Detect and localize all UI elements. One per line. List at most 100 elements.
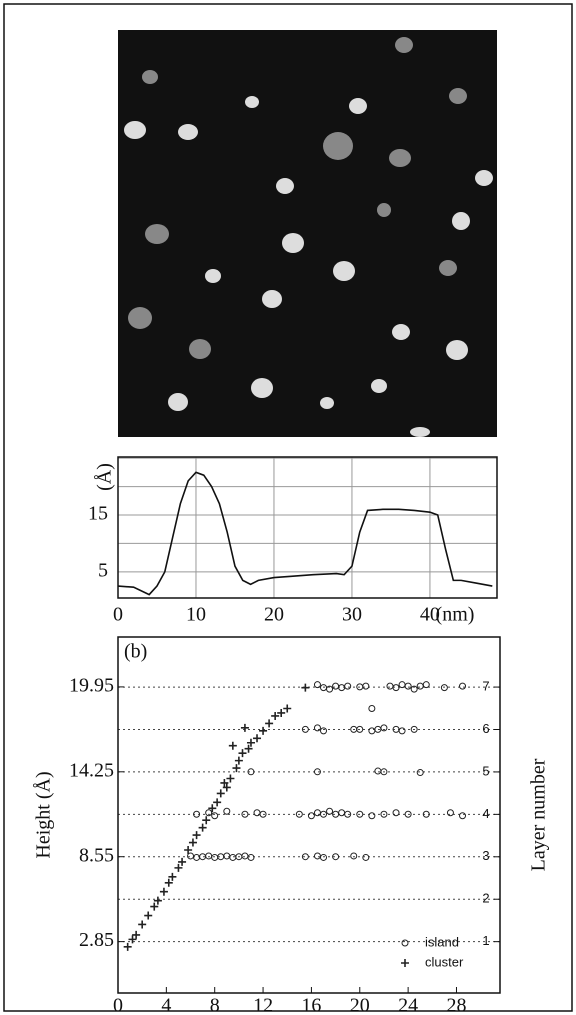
cluster-point [123, 942, 132, 951]
island-point [440, 684, 448, 692]
cluster-point [244, 744, 253, 753]
island-point [247, 768, 255, 776]
cluster-point [168, 872, 177, 881]
island-point [332, 853, 340, 861]
cluster-point [178, 857, 187, 866]
cluster-point [192, 831, 201, 840]
island-point [320, 853, 328, 861]
island-point [247, 853, 255, 861]
cluster-point [283, 704, 292, 713]
cluster-point [301, 683, 310, 692]
y-axis-label: (Å) [94, 463, 116, 491]
island-point [211, 812, 219, 820]
cluster-point [164, 878, 173, 887]
x-tick-label: 8 [210, 995, 220, 1015]
island-point [344, 682, 352, 690]
island-point [320, 684, 328, 692]
cluster-point [153, 896, 162, 905]
cluster-point [253, 734, 262, 743]
island-point [313, 852, 321, 860]
island-point [362, 853, 370, 861]
cluster-point [198, 823, 207, 832]
island-point [368, 812, 376, 820]
island-point [410, 685, 418, 693]
x-tick-label: 30 [342, 604, 362, 626]
y-tick-label: 15 [88, 503, 108, 525]
x-tick-label: 20 [264, 604, 284, 626]
island-point [422, 810, 430, 818]
x-tick-label: 0 [113, 604, 123, 626]
stm-image [118, 30, 497, 437]
cluster-point [213, 798, 222, 807]
island-point [211, 853, 219, 861]
island-point [368, 727, 376, 735]
cluster-point [240, 723, 249, 732]
x-tick-label: 28 [446, 995, 466, 1015]
panel-label: (b) [124, 641, 147, 663]
island-point [223, 852, 231, 860]
island-point [356, 725, 364, 733]
island-point [320, 727, 328, 735]
cluster-point [238, 749, 247, 758]
y2-tick-label: 5 [482, 763, 489, 778]
island-point [344, 810, 352, 818]
island-point [326, 685, 334, 693]
cluster-point [226, 774, 235, 783]
island-point [307, 812, 315, 820]
island-point [338, 684, 346, 692]
island-point [205, 852, 213, 860]
profile-line [117, 471, 493, 596]
island-point [193, 853, 201, 861]
x-tick-label: 12 [253, 995, 273, 1015]
plot-frame [117, 456, 498, 599]
island-point [313, 724, 321, 732]
y2-tick-label: 4 [482, 806, 489, 821]
cluster-point [174, 863, 183, 872]
cluster-point [222, 783, 231, 792]
legend-label: island [425, 934, 459, 949]
y2-tick-label: 6 [482, 721, 489, 736]
island-point [380, 810, 388, 818]
island-point [416, 682, 424, 690]
x-tick-label: 20 [350, 995, 370, 1015]
cluster-point [159, 887, 168, 896]
island-point [459, 812, 467, 820]
cluster-point [128, 935, 137, 944]
cluster-point [184, 846, 193, 855]
y2-tick-label: 2 [482, 891, 489, 906]
y-tick-label: 19.95 [69, 674, 114, 696]
cluster-point [188, 838, 197, 847]
cluster-point [234, 756, 243, 765]
x-tick-label: 0 [113, 995, 123, 1015]
island-point [392, 684, 400, 692]
cluster-point [259, 726, 268, 735]
legend-label: cluster [425, 954, 464, 969]
island-point [446, 809, 454, 817]
island-point [380, 724, 388, 732]
island-point [313, 681, 321, 689]
island-point [398, 681, 406, 689]
island-point [422, 681, 430, 689]
cluster-point [138, 920, 147, 929]
island-point [205, 809, 213, 817]
island-point [356, 810, 364, 818]
y2-tick-label: 7 [482, 679, 489, 694]
cluster-point [265, 719, 274, 728]
legend-symbol [401, 939, 409, 947]
island-point [404, 682, 412, 690]
y-axis-label: Height (Å) [33, 771, 55, 858]
cluster-point [216, 789, 225, 798]
y2-axis-label: Layer number [528, 758, 550, 871]
y-tick-label: 2.85 [79, 929, 114, 951]
y2-tick-label: 1 [482, 933, 489, 948]
y-tick-label: 8.55 [79, 844, 114, 866]
island-point [368, 704, 376, 712]
cluster-point [271, 711, 280, 720]
island-point [193, 810, 201, 818]
island-point [313, 809, 321, 817]
cluster-point [220, 778, 229, 787]
x-tick-label: 40 [420, 604, 440, 626]
x-tick-label: 10 [186, 604, 206, 626]
island-point [416, 769, 424, 777]
